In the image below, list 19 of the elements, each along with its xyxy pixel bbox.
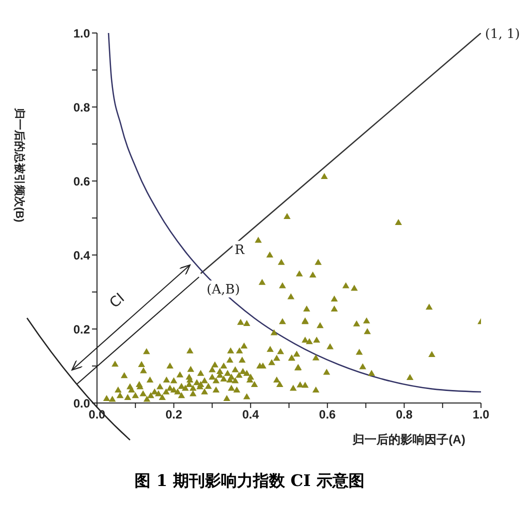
annotation: CI — [106, 290, 128, 312]
y-tick-label: 0.8 — [73, 100, 90, 114]
x-tick-label: 0.6 — [319, 408, 336, 422]
x-tick-label: 0.2 — [165, 408, 182, 422]
y-tick-label: 0.4 — [73, 248, 90, 262]
y-tick-label: 1.0 — [73, 26, 90, 40]
annotation: (1, 1) — [485, 27, 520, 42]
y-tick-label: 0.2 — [73, 322, 90, 336]
x-tick-label: 0.8 — [396, 408, 413, 422]
x-axis-title: 归一后的影响因子(A) — [352, 432, 466, 447]
y-axis-title: 归一后的总被引频次(B) — [13, 107, 26, 223]
annotation: R — [234, 242, 246, 258]
annotation: (A,B) — [206, 282, 240, 298]
text: 图 1 期刊影响力指数 CI 示意图 — [134, 471, 366, 492]
x-tick-label: 1.0 — [472, 408, 490, 422]
y-tick-label: 0.6 — [73, 174, 90, 188]
x-tick-label: 0.4 — [242, 408, 260, 422]
y-tick-label: 0.0 — [73, 396, 90, 410]
line-series — [108, 33, 481, 393]
